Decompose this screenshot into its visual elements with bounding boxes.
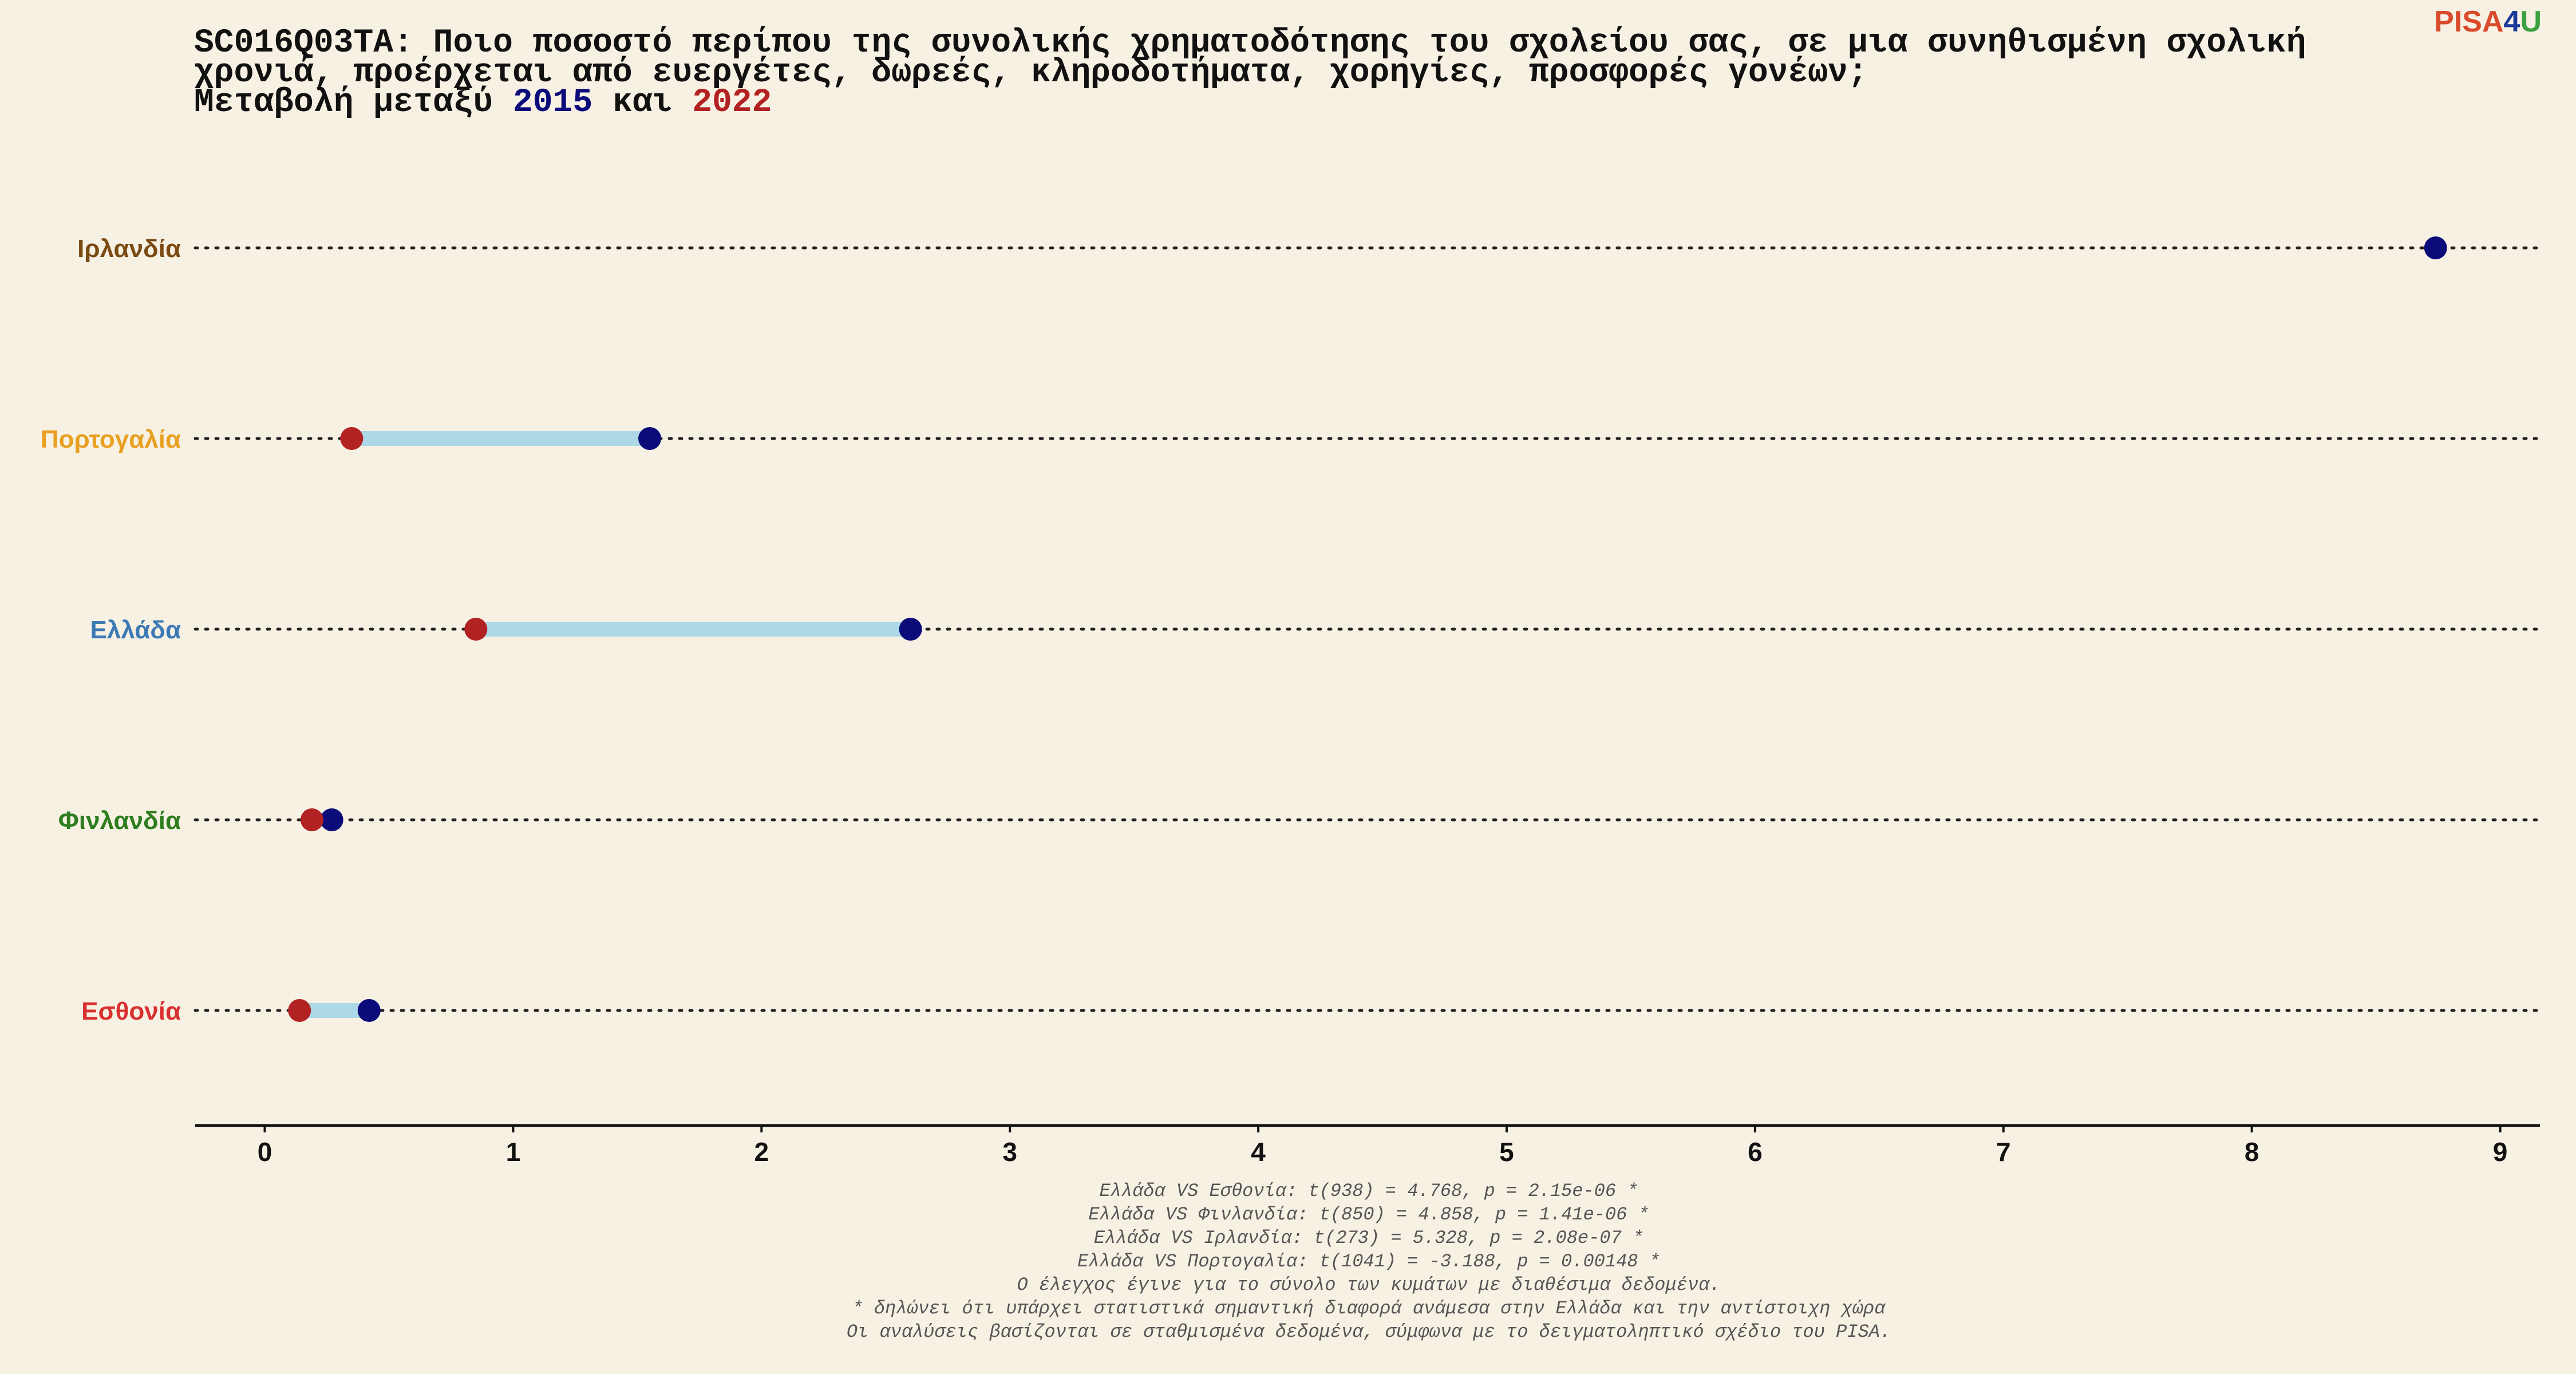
dot [340, 427, 364, 450]
dot [2424, 236, 2447, 259]
legend-entry: 2015 [513, 84, 592, 121]
dot [638, 427, 662, 450]
logo-part: 4 [2504, 5, 2520, 38]
y-tick-label: Ιρλανδία [77, 235, 181, 263]
footnote: Ελλάδα VS Φινλανδία: t(850) = 4.858, p =… [1088, 1204, 1649, 1225]
footnote: Οι αναλύσεις βασίζονται σε σταθμισμένα δ… [847, 1321, 1891, 1343]
subtitle-text: Μεταβολή μεταξύ [194, 84, 493, 121]
footnote: Ο έλεγχος έγινε για το σύνολο των κυμάτω… [1017, 1274, 1721, 1296]
x-tick-label: 2 [754, 1137, 769, 1167]
x-tick-label: 8 [2245, 1137, 2259, 1167]
footnote: * δηλώνει ότι υπάρχει στατιστικά σημαντι… [852, 1298, 1886, 1319]
footnote: Ελλάδα VS Ιρλανδία: t(273) = 5.328, p = … [1094, 1227, 1643, 1249]
logo-part: PISA [2434, 5, 2503, 38]
x-tick-label: 6 [1748, 1137, 1763, 1167]
y-tick-label: Πορτογαλία [41, 425, 181, 453]
dot [899, 618, 922, 641]
x-tick-label: 5 [1499, 1137, 1514, 1167]
dot [300, 808, 323, 831]
chart-subtitle: Μεταβολή μεταξύ 2015 και 2022 [194, 84, 772, 121]
plot-area: 0 1 2 3 4 5 6 7 8 9 Ιρλανδία Πορτογαλία Ελλάδα Φινλαν… [41, 235, 2542, 1343]
y-tick-label: Εσθονία [81, 997, 181, 1025]
footnote: Ελλάδα VS Πορτογαλία: t(1041) = -3.188, … [1077, 1251, 1660, 1272]
x-tick-label: 4 [1251, 1137, 1266, 1167]
logo: PISA4U [2434, 5, 2542, 38]
x-tick-label: 1 [506, 1137, 521, 1167]
dot [320, 808, 343, 831]
x-tick-label: 9 [2493, 1137, 2508, 1167]
y-tick-label: Φινλανδία [58, 807, 181, 835]
x-tick-label: 0 [258, 1137, 272, 1167]
chart-title: χρονιά, προέρχεται από ευεργέτες, δωρεές… [194, 54, 1868, 92]
footnote: Ελλάδα VS Εσθονία: t(938) = 4.768, p = 2… [1100, 1180, 1638, 1202]
y-tick-label: Ελλάδα [90, 616, 181, 644]
subtitle-text: και [613, 84, 672, 121]
x-tick-label: 3 [1002, 1137, 1017, 1167]
legend-entry: 2022 [692, 84, 772, 121]
dot [288, 999, 311, 1022]
dot [464, 618, 488, 641]
x-tick-label: 7 [1996, 1137, 2011, 1167]
logo-part: U [2520, 5, 2542, 38]
chart-title: SC016Q03TA: Ποιο ποσοστό περίπου της συν… [194, 25, 2306, 62]
dot [357, 999, 381, 1022]
